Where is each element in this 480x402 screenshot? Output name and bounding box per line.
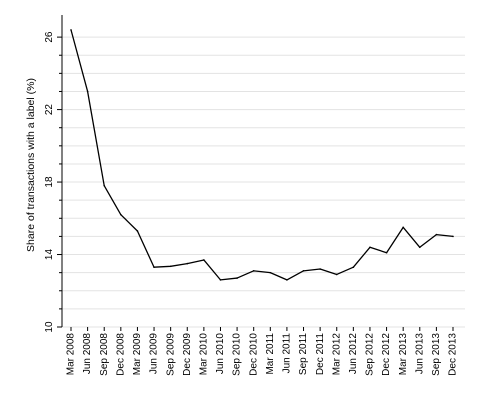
data-point <box>86 90 89 93</box>
x-tick-label: Dec 2010 <box>248 333 259 376</box>
y-tick-label: 18 <box>44 176 55 188</box>
x-tick-label: Sep 2013 <box>431 333 442 376</box>
data-point <box>136 230 139 232</box>
data-point <box>286 279 288 281</box>
y-tick-label: 26 <box>44 31 55 43</box>
data-point <box>402 226 404 229</box>
x-tick-label: Mar 2012 <box>331 333 342 376</box>
x-tick-label: Mar 2011 <box>265 333 276 375</box>
series <box>70 29 454 281</box>
x-tick-label: Dec 2009 <box>182 333 193 376</box>
x-tick-label: Jun 2009 <box>149 333 160 375</box>
data-point <box>269 271 272 274</box>
x-tick-label: Dec 2012 <box>381 333 392 376</box>
data-point <box>435 233 438 236</box>
x-tick-label: Sep 2011 <box>298 333 309 376</box>
y-tick-label: 10 <box>44 321 55 333</box>
x-tick-label: Jun 2008 <box>82 333 93 375</box>
x-tick-label: Jun 2010 <box>215 333 226 375</box>
x-tick-label: Mar 2008 <box>66 333 77 376</box>
x-tick-label: Mar 2010 <box>199 333 210 376</box>
y-axis-label: Share of transactions with a label (%) <box>25 78 37 252</box>
data-point <box>319 268 321 270</box>
data-point <box>369 246 371 249</box>
x-tick-label: Jun 2012 <box>348 333 359 375</box>
x-tick-label: Jun 2013 <box>414 333 425 375</box>
data-point <box>70 29 72 31</box>
data-point <box>302 270 305 272</box>
data-point <box>236 277 238 279</box>
y-tick-label: 22 <box>44 104 55 116</box>
y-tick-label: 14 <box>44 249 55 261</box>
x-tick-label: Mar 2009 <box>132 333 143 376</box>
data-point <box>169 265 172 268</box>
data-point <box>103 184 106 187</box>
data-point <box>385 251 388 254</box>
data-point <box>153 266 155 269</box>
data-point <box>219 279 222 281</box>
x-tick-label: Dec 2008 <box>115 333 126 376</box>
data-point <box>335 273 338 276</box>
x-tick-label: Sep 2009 <box>165 333 176 376</box>
data-point <box>203 259 205 261</box>
x-tick-label: Dec 2011 <box>315 333 326 376</box>
series-line <box>70 29 454 281</box>
data-point <box>120 213 122 216</box>
data-point <box>352 266 355 269</box>
data-point <box>186 262 189 265</box>
data-point <box>452 235 454 238</box>
x-tick-label: Dec 2013 <box>448 333 459 376</box>
grid <box>62 36 465 328</box>
x-tick-label: Sep 2008 <box>99 333 110 376</box>
x-tick-label: Sep 2010 <box>232 333 243 376</box>
data-point <box>418 246 421 249</box>
x-tick-label: Mar 2013 <box>398 333 409 376</box>
data-point <box>252 270 255 272</box>
y-ticks: 10 14 18 22 26 <box>44 31 62 333</box>
x-tick-label: Jun 2011 <box>282 333 293 374</box>
x-ticks: Mar 2008 Jun 2008 Sep 2008 Dec 2008 Mar 2009… <box>66 327 459 376</box>
x-tick-label: Sep 2012 <box>365 333 376 376</box>
